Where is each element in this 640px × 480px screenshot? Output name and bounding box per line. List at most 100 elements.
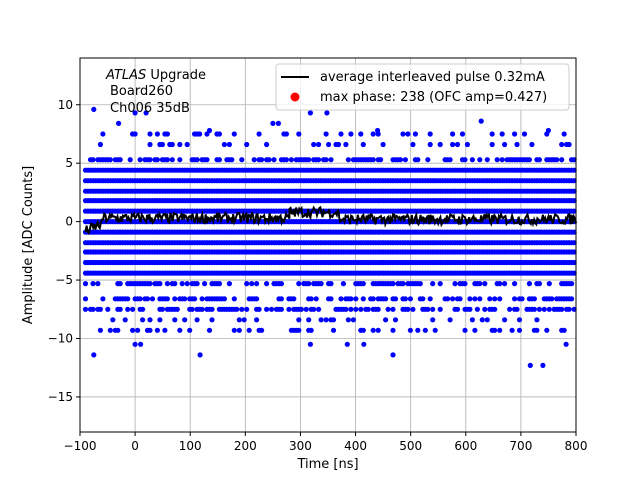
sample-point [358, 306, 364, 312]
sample-point [353, 306, 359, 312]
sample-point [328, 296, 334, 302]
sample-point [536, 306, 543, 312]
sample-point [209, 317, 215, 323]
sample-point [472, 327, 478, 333]
sample-point [164, 131, 170, 137]
sample-point [571, 188, 577, 194]
annotation-line1: Upgrade [146, 68, 206, 83]
sample-point [318, 281, 324, 287]
sample-point [169, 141, 175, 148]
sample-point [430, 281, 436, 287]
sample-point [385, 306, 391, 312]
sample-point [229, 157, 235, 163]
sample-point [360, 141, 366, 148]
sample-point [199, 306, 205, 312]
sample-point [147, 157, 153, 163]
sample-point [546, 306, 552, 312]
sample-point [335, 141, 342, 148]
sample-point [571, 178, 577, 184]
sample-point [149, 296, 156, 302]
sample-point [437, 281, 443, 287]
sample-point [390, 306, 396, 312]
sample-point [216, 131, 222, 137]
sample-point [571, 240, 577, 246]
sample-point [174, 306, 180, 312]
sample-point [192, 296, 198, 302]
sample-point [249, 281, 255, 287]
sample-point [348, 296, 354, 302]
sample-point [182, 296, 188, 302]
sample-point [147, 327, 153, 333]
sample-point [132, 131, 138, 137]
sample-point [328, 157, 334, 163]
sample-point [407, 327, 413, 333]
sample-point [316, 141, 322, 148]
sample-point [479, 317, 485, 323]
y-tick-label: −10 [48, 332, 73, 346]
sample-point [462, 157, 468, 163]
plot-frame [79, 57, 577, 433]
axis-ticks: −100 0 100 200 300 400 500 600 700 800 −15 −10 −5 0 5 1… [48, 98, 588, 453]
y-tick-label: 5 [65, 156, 73, 170]
sample-point [231, 327, 237, 333]
sample-point [275, 120, 281, 126]
sample-point [306, 281, 312, 287]
sample-point [239, 306, 245, 312]
x-tick-label: 200 [234, 439, 257, 453]
sample-point [130, 327, 136, 333]
sample-point [383, 296, 389, 302]
sample-point [375, 327, 381, 333]
sample-point [566, 306, 572, 312]
sample-point [125, 296, 131, 302]
sample-point [526, 157, 533, 163]
sample-point [256, 306, 262, 312]
sample-point [313, 296, 319, 302]
sample-point [464, 141, 470, 148]
sample-point [484, 157, 490, 163]
sample-point [254, 317, 260, 323]
sample-point [360, 296, 366, 302]
sample-point [236, 327, 242, 333]
sample-point [308, 327, 314, 333]
sample-point [298, 306, 304, 312]
x-tick-label: 500 [399, 439, 422, 453]
sample-point [254, 296, 260, 302]
sample-point [559, 306, 565, 312]
sample-point [484, 317, 490, 323]
sample-point [264, 306, 270, 312]
sample-point [157, 281, 163, 287]
sample-point [343, 141, 349, 148]
sample-point [489, 141, 495, 148]
sample-point [177, 157, 183, 163]
sample-point [154, 131, 160, 137]
sample-point [194, 281, 200, 287]
sample-point [194, 317, 200, 323]
sample-point [122, 317, 128, 323]
x-tick-label: 100 [179, 439, 202, 453]
legend: average interleaved pulse 0.32mA max pha… [275, 63, 570, 111]
x-tick-label: 0 [131, 439, 139, 453]
sample-point [140, 306, 146, 312]
sample-point [437, 306, 443, 312]
sample-point [197, 131, 203, 137]
sample-point [383, 317, 389, 323]
sample-point [516, 327, 523, 333]
sample-point [231, 131, 237, 137]
sample-point [353, 296, 359, 302]
sample-point [499, 131, 505, 137]
sample-point [427, 141, 433, 148]
sample-point [296, 327, 302, 333]
sample-point [350, 317, 356, 323]
sample-point [105, 306, 111, 312]
sample-point [529, 141, 535, 148]
sample-point [561, 131, 567, 137]
sample-point [82, 306, 89, 312]
sample-point [338, 131, 344, 137]
sample-point [477, 157, 483, 163]
y-tick-label: −15 [48, 390, 73, 404]
sample-point [390, 281, 396, 287]
sample-point [549, 296, 555, 302]
y-axis-label: Amplitude [ADC Counts] [21, 166, 36, 324]
sample-point [457, 296, 463, 302]
sample-point [497, 296, 503, 302]
